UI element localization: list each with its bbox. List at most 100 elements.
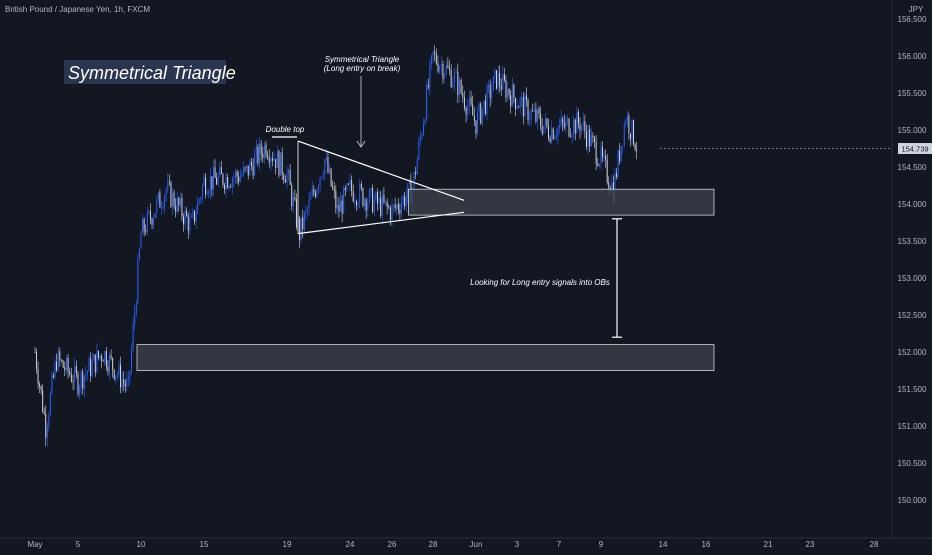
candle-body [209, 176, 211, 192]
candle-body [437, 63, 439, 72]
candle-body [427, 85, 429, 88]
candle-body [544, 118, 546, 127]
candle-body [102, 360, 104, 362]
candle-body [321, 177, 323, 179]
candle-body [118, 364, 120, 375]
time-tick-label: 28 [429, 540, 438, 549]
candle-body [620, 145, 622, 162]
candle-body [407, 183, 409, 197]
candle-body [120, 364, 122, 388]
time-tick-label: 5 [76, 540, 81, 549]
candle-body [579, 123, 581, 131]
candle-body [522, 96, 524, 117]
candle-body [42, 390, 44, 412]
candle-body [67, 357, 69, 372]
candle-body [458, 80, 460, 96]
candle-body [168, 181, 170, 183]
candle-body [231, 178, 233, 187]
time-axis[interactable]: May 5 10 15 19 24 26 28 Jun 3 7 9 14 16 21 23 28 [27, 540, 879, 549]
candle-body [217, 175, 219, 185]
candle-body [275, 158, 277, 168]
candle-body [562, 118, 564, 123]
candle-body [284, 179, 286, 183]
candle-body [137, 259, 139, 304]
candle-body [477, 112, 479, 134]
candle-body [500, 85, 502, 90]
candle-body [581, 125, 583, 131]
candle-body [540, 114, 542, 127]
candle-body [364, 199, 366, 206]
candle-body [85, 373, 87, 376]
candle-body [121, 379, 123, 388]
candle-body [34, 352, 36, 353]
candle-body [600, 147, 602, 164]
candle-body [368, 189, 370, 203]
candle-body [478, 103, 480, 113]
candle-body [529, 118, 531, 120]
price-axis[interactable]: 156.500 156.000 155.500 155.000 154.500 154.0… [898, 15, 927, 505]
candle-body [480, 103, 482, 124]
candle-body [521, 96, 523, 99]
candle-body [582, 121, 584, 126]
candle-body [154, 213, 156, 218]
candle-body [475, 120, 477, 134]
pattern-title-box[interactable] [64, 60, 226, 84]
candle-body [388, 206, 390, 208]
candle-body [373, 199, 375, 213]
price-tick-label: 153.500 [898, 237, 927, 246]
time-tick-label: 26 [388, 540, 397, 549]
candle-body [310, 196, 312, 200]
price-tick-label: 153.000 [898, 274, 927, 283]
candle-body [381, 195, 383, 216]
candle-body [352, 190, 354, 202]
candle-body [426, 85, 428, 120]
candle-body [549, 138, 551, 143]
price-tick-label: 152.500 [898, 311, 927, 320]
candle-body [318, 186, 319, 190]
candle-body [616, 173, 617, 177]
candle-body [463, 97, 465, 109]
candle-body [503, 74, 505, 81]
candle-body [197, 201, 199, 214]
candle-body [214, 167, 216, 178]
candle-body [250, 161, 252, 166]
candle-body [628, 115, 630, 134]
candle-body [235, 171, 237, 178]
candle-body [37, 369, 39, 385]
candle-body [138, 248, 140, 260]
double-top-label: Double top [266, 125, 305, 134]
candle-body [316, 189, 318, 197]
triangle-note-line1: Symmetrical Triangle [325, 55, 400, 64]
candle-body [249, 161, 251, 176]
candle-body [552, 128, 554, 140]
candle-body [566, 118, 568, 121]
candle-body [429, 63, 431, 88]
candle-body [532, 110, 534, 112]
candle-body [631, 120, 633, 139]
candle-body [324, 159, 326, 175]
candle-body [510, 95, 512, 107]
candle-body [533, 109, 535, 112]
candle-body [354, 201, 356, 203]
time-tick-label: 14 [659, 540, 668, 549]
candle-body [347, 183, 349, 185]
candle-body [194, 210, 196, 222]
candle-body [308, 199, 310, 209]
candle-body [74, 366, 76, 383]
candle-body [505, 80, 507, 98]
candle-body [507, 88, 509, 98]
candle-body [530, 110, 532, 119]
candle-body [220, 167, 222, 174]
price-tick-label: 156.500 [898, 15, 927, 24]
candle-body [294, 197, 296, 200]
candle-body [447, 65, 449, 68]
candle-body [444, 74, 446, 79]
candle-body [242, 167, 244, 176]
candle-body [259, 143, 261, 164]
candle-body [546, 118, 548, 127]
candle-body [70, 374, 72, 382]
candle-body [336, 204, 338, 209]
candle-body [434, 51, 436, 54]
candle-body [227, 176, 229, 189]
